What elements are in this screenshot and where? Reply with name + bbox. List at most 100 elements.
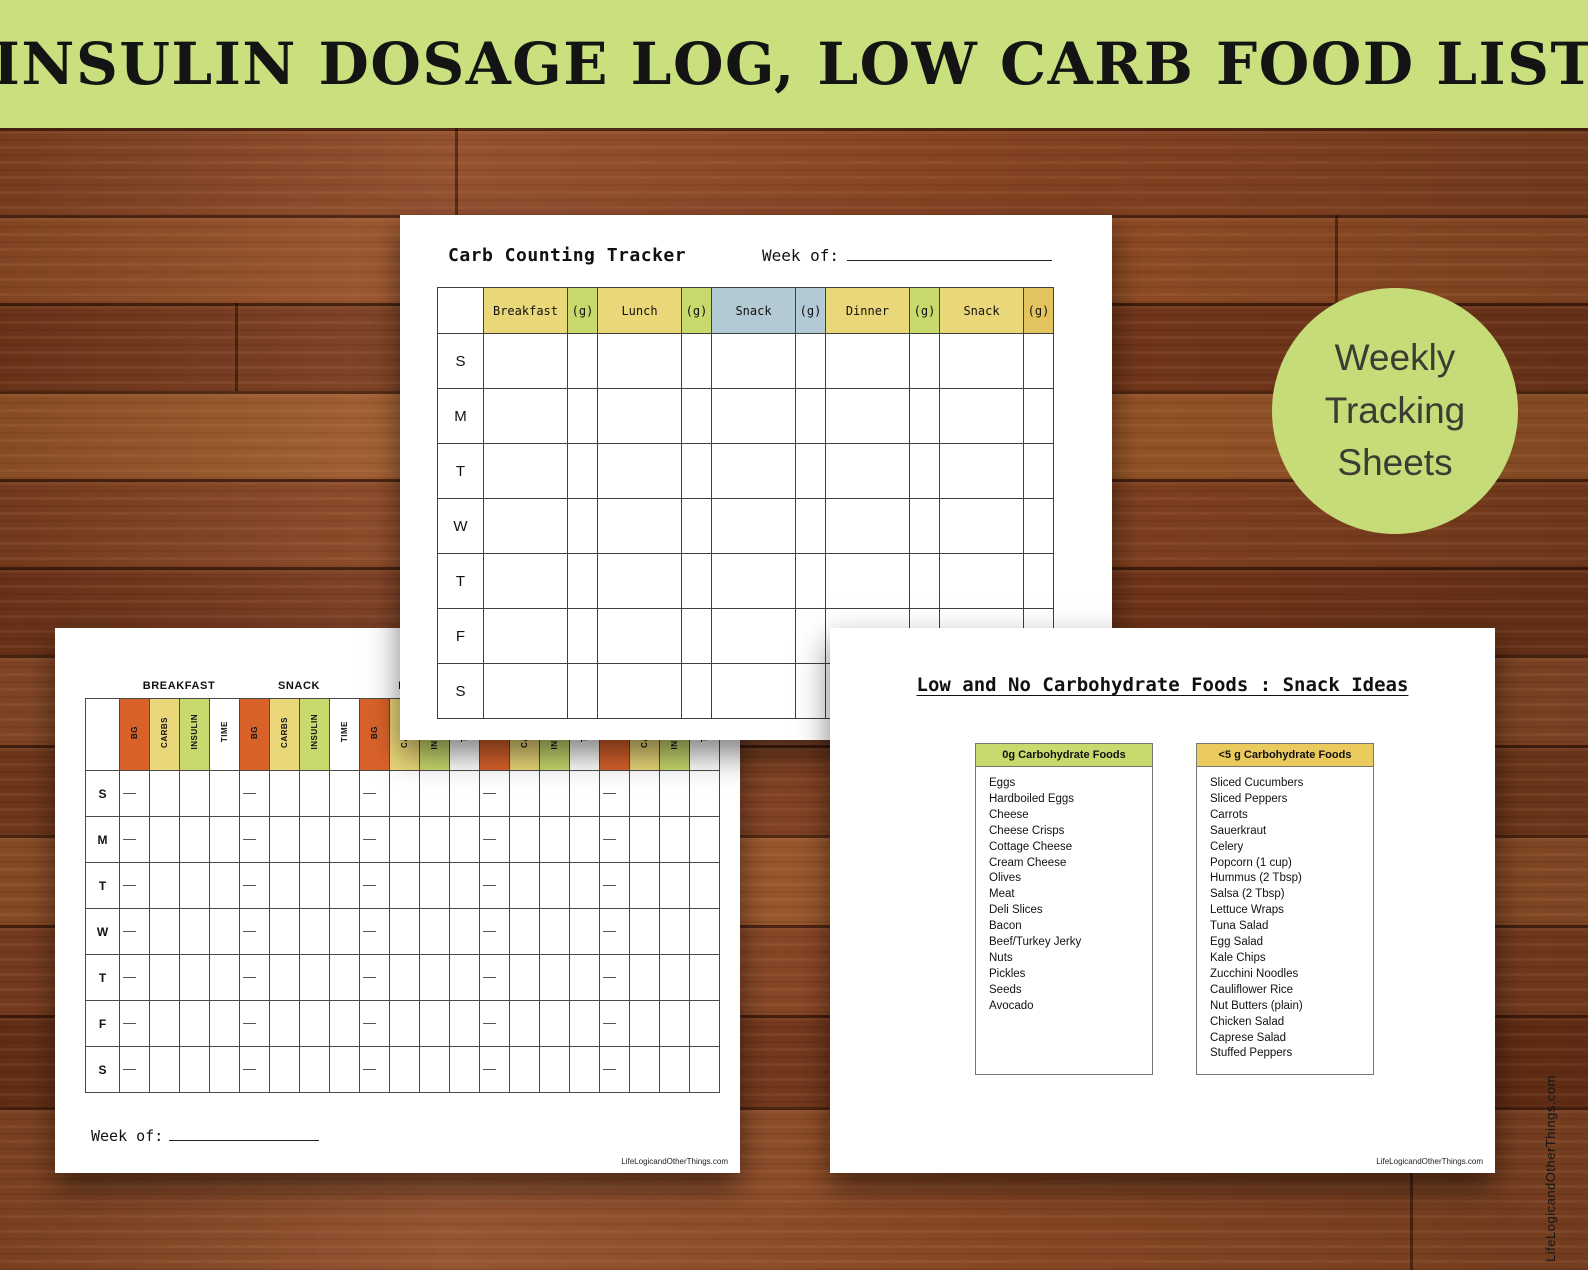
badge-line: Weekly	[1334, 337, 1456, 379]
dosage-empty-cell	[209, 1046, 240, 1093]
tracker-day-label: W	[437, 498, 484, 554]
dosage-empty-cell	[179, 816, 210, 863]
tracker-empty-cell	[909, 388, 940, 444]
plank-seam	[455, 128, 458, 215]
dosage-empty-cell	[599, 770, 630, 817]
tracker-week-of: Week of:	[762, 246, 1052, 265]
tracker-column-header: (g)	[681, 287, 712, 334]
dosage-day-label: W	[85, 908, 120, 955]
dosage-empty-cell	[659, 954, 690, 1001]
dosage-empty-cell	[389, 908, 420, 955]
tracker-column-header: Breakfast	[483, 287, 568, 334]
food-item: Deli Slices	[989, 904, 1043, 917]
dosage-empty-cell	[389, 1000, 420, 1047]
food-item: Popcorn (1 cup)	[1210, 856, 1292, 869]
badge-line: Tracking	[1324, 389, 1466, 431]
tracker-column-header: Snack	[711, 287, 796, 334]
food-item: Cheese	[989, 808, 1029, 821]
dosage-empty-cell	[239, 862, 270, 909]
tracker-empty-cell	[795, 498, 826, 554]
dosage-empty-cell	[389, 1046, 420, 1093]
write-line	[123, 1068, 136, 1070]
write-line	[123, 1022, 136, 1024]
food-item: Stuffed Peppers	[1210, 1047, 1293, 1060]
dosage-empty-cell	[599, 816, 630, 863]
food-item: Tuna Salad	[1210, 920, 1269, 933]
tracker-empty-cell	[909, 443, 940, 499]
tracker-empty-cell	[597, 553, 682, 609]
dosage-empty-cell	[359, 770, 390, 817]
food-lists: 0g Carbohydrate Foods Eggs Hardboiled Eggs…	[975, 743, 1374, 1075]
dosage-empty-cell	[179, 862, 210, 909]
write-line	[363, 792, 376, 794]
write-line	[243, 884, 256, 886]
tracker-empty-cell	[711, 333, 796, 389]
dosage-column-label: CARBS	[280, 716, 289, 748]
write-line	[123, 930, 136, 932]
dosage-day-label: F	[85, 1000, 120, 1047]
dosage-empty-cell	[479, 862, 510, 909]
dosage-table: BGCARBSINSULINTIMEBGCARBSINSULINTIMEBGCA…	[85, 698, 720, 1093]
dosage-empty-cell	[599, 954, 630, 1001]
write-line	[483, 838, 496, 840]
write-line	[363, 976, 376, 978]
write-line	[483, 884, 496, 886]
write-line	[243, 792, 256, 794]
dosage-empty-cell	[569, 954, 600, 1001]
tracker-empty-cell	[567, 443, 598, 499]
title-banner: INSULIN DOSAGE LOG, LOW CARB FOOD LIST	[0, 0, 1588, 128]
dosage-empty-cell	[359, 1000, 390, 1047]
food-item: Chicken Salad	[1210, 1015, 1285, 1028]
dosage-empty-cell	[119, 862, 150, 909]
dosage-empty-cell	[299, 770, 330, 817]
dosage-empty-cell	[509, 816, 540, 863]
dosage-empty-cell	[119, 954, 150, 1001]
dosage-empty-cell	[509, 1046, 540, 1093]
tracker-column-header: Dinner	[825, 287, 910, 334]
write-line	[169, 1140, 320, 1141]
dosage-empty-cell	[629, 908, 660, 955]
dosage-empty-cell	[239, 1046, 270, 1093]
dosage-week-of: Week of:	[91, 1127, 320, 1145]
dosage-column-label: TIME	[340, 721, 349, 743]
tracker-empty-cell	[681, 663, 712, 719]
dosage-column-header: TIME	[209, 698, 240, 771]
write-line	[603, 884, 616, 886]
tracker-header-row: Breakfast (g) Lunch (g) Snack (g) Dinner (g) Sna…	[437, 287, 1054, 334]
food-item: Meat	[989, 888, 1015, 901]
write-line	[123, 976, 136, 978]
tracker-column-header: Snack	[939, 287, 1024, 334]
food-list-header: <5 g Carbohydrate Foods	[1197, 744, 1373, 767]
dosage-empty-cell	[659, 908, 690, 955]
dosage-empty-cell	[329, 954, 360, 1001]
dosage-empty-cell	[629, 1000, 660, 1047]
dosage-empty-cell	[209, 908, 240, 955]
dosage-empty-cell	[329, 770, 360, 817]
dosage-empty-cell	[299, 908, 330, 955]
tracker-empty-cell	[711, 498, 796, 554]
dosage-empty-cell	[509, 908, 540, 955]
tracker-day-label: T	[437, 553, 484, 609]
dosage-empty-cell	[299, 862, 330, 909]
tracker-column-header: (g)	[1023, 287, 1054, 334]
dosage-empty-cell	[329, 816, 360, 863]
write-line	[243, 838, 256, 840]
tracker-empty-cell	[681, 388, 712, 444]
tracker-empty-cell	[483, 553, 568, 609]
food-item: Kale Chips	[1210, 951, 1266, 964]
dosage-column-header: CARBS	[149, 698, 180, 771]
dosage-empty-cell	[659, 862, 690, 909]
dosage-empty-cell	[629, 954, 660, 1001]
write-line	[363, 930, 376, 932]
dosage-empty-cell	[479, 1046, 510, 1093]
dosage-empty-cell	[419, 1000, 450, 1047]
dosage-empty-cell	[569, 770, 600, 817]
dosage-column-label: BG	[130, 725, 139, 739]
dosage-empty-cell	[359, 816, 390, 863]
write-line	[123, 792, 136, 794]
dosage-empty-cell	[239, 816, 270, 863]
dosage-empty-cell	[479, 770, 510, 817]
tracker-day-label: T	[437, 443, 484, 499]
dosage-day-label: T	[85, 862, 120, 909]
dosage-empty-cell	[509, 770, 540, 817]
